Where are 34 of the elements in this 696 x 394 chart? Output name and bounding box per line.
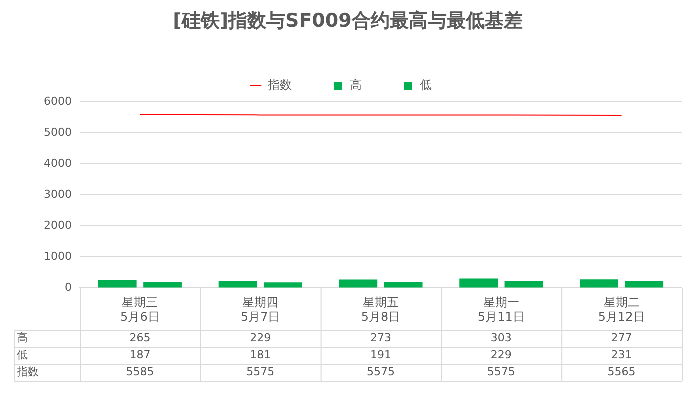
y-tick-label: 6000 bbox=[44, 94, 72, 108]
y-tick-label: 4000 bbox=[44, 156, 72, 170]
y-tick-label: 3000 bbox=[44, 188, 72, 201]
data-label: 231 bbox=[611, 348, 632, 362]
data-label: 229 bbox=[490, 348, 512, 362]
data-label: 5575 bbox=[367, 366, 395, 379]
x-tick-label: 星期三 5月6日 bbox=[120, 296, 160, 324]
data-label: 277 bbox=[611, 332, 632, 345]
data-label: 229 bbox=[250, 332, 272, 345]
y-tick-label: 5000 bbox=[44, 126, 72, 139]
y-tick-label: 0 bbox=[65, 281, 72, 294]
x-tick-label: 星期五 5月8日 bbox=[361, 296, 401, 324]
chart-title: [硅铁]指数与SF009合约最高与最低基差 bbox=[172, 9, 524, 34]
text: 指数 bbox=[17, 366, 39, 379]
legend-label: 高 bbox=[350, 78, 362, 92]
x-tick-label: 星期二 5月12日 bbox=[598, 296, 646, 324]
data-label: 181 bbox=[250, 348, 272, 362]
legend-label: 指数 bbox=[267, 78, 292, 92]
x-tick-label: 星期四 5月7日 bbox=[240, 296, 280, 324]
data-label: 273 bbox=[370, 332, 392, 345]
text: 高 bbox=[17, 332, 28, 345]
y-tick-label: 1000 bbox=[44, 250, 72, 264]
data-label: 5575 bbox=[246, 366, 275, 379]
data-label: 191 bbox=[370, 348, 392, 362]
data-label: 187 bbox=[130, 348, 151, 362]
x-tick-label: 星期一 5月11日 bbox=[478, 296, 525, 324]
legend-label: 低 bbox=[420, 78, 432, 92]
data-label: 5565 bbox=[608, 366, 636, 379]
y-tick-label: 2000 bbox=[44, 218, 72, 232]
text: 低 bbox=[17, 348, 28, 362]
data-label: 5585 bbox=[126, 366, 154, 379]
data-label: 265 bbox=[130, 332, 151, 345]
data-label: 303 bbox=[490, 332, 512, 345]
data-label: 5575 bbox=[487, 366, 516, 379]
